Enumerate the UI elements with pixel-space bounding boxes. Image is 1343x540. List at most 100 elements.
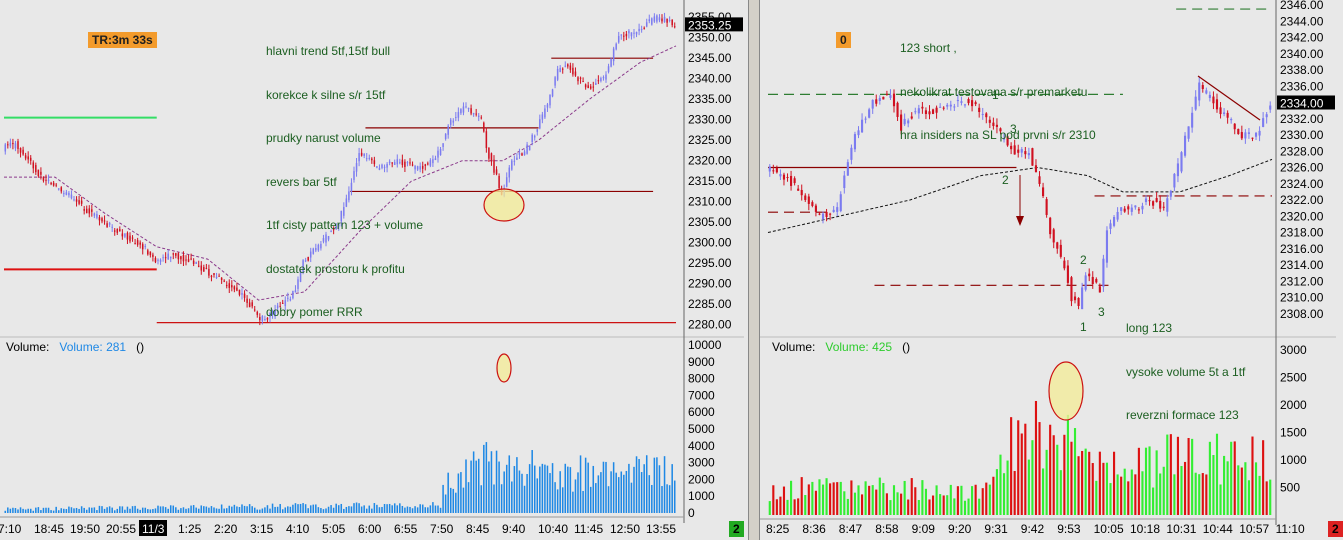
- right-price-chart[interactable]: 2308.00 2310.00 2312.00 2314.00 2316.00 2318.…: [760, 0, 1343, 540]
- candle-body: [1123, 208, 1126, 212]
- candle-body: [45, 179, 47, 181]
- candle-body: [365, 158, 368, 160]
- candle-body: [974, 102, 977, 105]
- volume-bar: [1084, 448, 1087, 515]
- candle-body: [187, 259, 190, 262]
- volume-bar: [325, 508, 327, 513]
- volume-bar: [246, 506, 248, 513]
- candle-body: [1130, 207, 1133, 212]
- note-line: long 123: [1126, 321, 1173, 335]
- candle-body: [68, 192, 70, 196]
- volume-bar: [83, 507, 85, 513]
- date-marker-box: [139, 520, 167, 536]
- volume-bar: [455, 492, 457, 513]
- volume-bar: [111, 507, 113, 513]
- volume-bar: [892, 485, 896, 515]
- candle-body: [101, 218, 103, 222]
- volume-bar: [96, 510, 98, 513]
- volume-highlight-ellipse: [1048, 361, 1084, 421]
- left-chart-panel[interactable]: 2280.00 2285.00 2290.00 2295.00 2300.00 2305.…: [0, 0, 748, 540]
- volume-bar: [355, 502, 358, 513]
- volume-bar: [129, 508, 131, 513]
- volume-bar: [162, 506, 164, 513]
- candle-body: [287, 297, 289, 299]
- volume-bar: [1233, 441, 1236, 515]
- volume-bar: [340, 503, 343, 513]
- volume-bar: [50, 510, 52, 513]
- time-label: 9:42: [1021, 522, 1045, 536]
- volume-bar: [134, 505, 136, 513]
- volume-bar: [233, 504, 236, 513]
- panel-divider[interactable]: [748, 0, 760, 540]
- candle-body: [526, 144, 528, 154]
- volume-bar: [182, 507, 185, 513]
- candle-body: [971, 100, 974, 107]
- candle-body: [860, 119, 864, 133]
- volume-bar: [617, 477, 620, 513]
- candle-body: [554, 77, 556, 86]
- candle-body: [302, 260, 304, 273]
- volume-series-name[interactable]: Volume: 425: [825, 340, 893, 354]
- candle-body: [70, 194, 73, 199]
- time-label: 10:57: [1239, 522, 1269, 536]
- candle-body: [4, 144, 7, 152]
- candle-body: [612, 48, 615, 62]
- candle-body: [427, 163, 429, 165]
- volume-bar: [825, 478, 828, 515]
- volume-series-name[interactable]: Volume: 281: [59, 340, 127, 354]
- volume-bar: [401, 505, 404, 513]
- candle-body: [1141, 205, 1144, 210]
- volume-bar: [1247, 480, 1250, 515]
- candle-body: [1081, 287, 1084, 310]
- candle-body: [1233, 123, 1236, 130]
- time-label: 6:55: [394, 522, 418, 536]
- volume-bar: [205, 506, 208, 513]
- volume-bar: [312, 504, 315, 513]
- candle-body: [14, 143, 17, 149]
- candle-body: [396, 159, 399, 165]
- candle-body: [457, 112, 460, 118]
- candle-body: [1254, 132, 1258, 137]
- volume-bar: [635, 456, 638, 513]
- candle-body: [832, 209, 835, 213]
- volume-bar: [949, 484, 952, 515]
- volume-bar: [1155, 450, 1158, 515]
- right-chart-panel[interactable]: 2308.00 2310.00 2312.00 2314.00 2316.00 2318.…: [760, 0, 1343, 540]
- candle-body: [539, 119, 541, 129]
- candle-body: [567, 64, 569, 67]
- candle-body: [264, 319, 266, 321]
- candle-body: [274, 309, 276, 317]
- volume-bar: [159, 506, 162, 513]
- candle-body: [373, 160, 376, 165]
- candle-body: [490, 153, 493, 162]
- volume-bar: [971, 486, 974, 515]
- time-label: 12:50: [610, 522, 640, 536]
- candle-body: [1183, 135, 1187, 156]
- candle-body: [29, 157, 32, 161]
- volume-bar: [281, 509, 284, 513]
- volume-bar: [493, 484, 495, 513]
- volume-bar: [378, 507, 381, 513]
- volume-bar: [811, 481, 814, 515]
- candle-body: [121, 233, 124, 237]
- volume-bar: [309, 505, 312, 513]
- right-notes-bottom: long 123 vysoke volume 5t a 1tf reverzni…: [1126, 292, 1245, 452]
- corner-badge: 2: [1328, 521, 1343, 537]
- volume-bar: [1240, 467, 1243, 515]
- candle-body: [472, 113, 475, 115]
- candle-body: [956, 100, 959, 102]
- candle-body: [299, 271, 302, 282]
- volume-bar: [551, 463, 554, 513]
- volume-bar: [192, 505, 195, 513]
- candle-body: [493, 159, 495, 173]
- candle-body: [330, 231, 332, 233]
- candle-body: [75, 199, 78, 202]
- volume-bar: [200, 505, 203, 513]
- left-price-chart[interactable]: 2280.00 2285.00 2290.00 2295.00 2300.00 2305.…: [0, 0, 748, 540]
- volume-bar: [1162, 466, 1165, 515]
- candle-body: [846, 162, 849, 176]
- candle-body: [1162, 206, 1165, 208]
- time-label: 2:20: [214, 522, 238, 536]
- volume-bar: [572, 491, 574, 513]
- volume-bar: [1123, 468, 1126, 515]
